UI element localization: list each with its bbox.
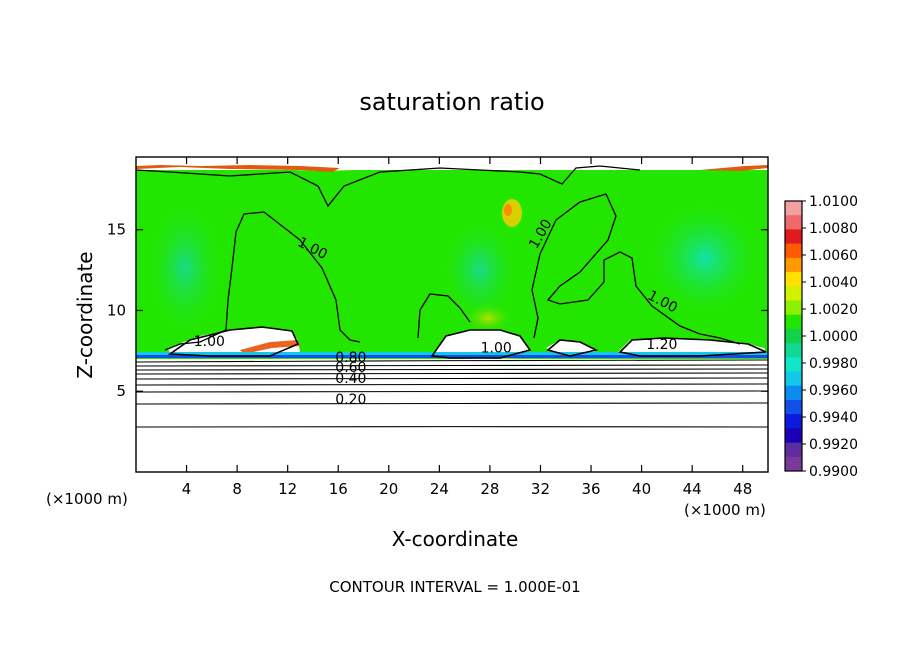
contour-0-70 [136, 368, 768, 371]
colorbar-swatch [785, 243, 802, 259]
colorbar-label: 0.9980 [809, 356, 858, 372]
x-tick-label: 36 [581, 480, 600, 498]
colorbar-label: 1.0080 [809, 221, 858, 237]
contour-label: 1.00 [481, 340, 512, 356]
colorbar-label: 0.9960 [809, 383, 858, 399]
field-top-orange-right [700, 165, 768, 171]
colorbar: 1.0100 1.0080 1.0060 1.0040 1.0020 1.0000 0.99… [784, 194, 858, 480]
field-cloud-lens-2 [432, 330, 530, 359]
contour-label: 1.20 [646, 337, 677, 353]
contour-0-20 [136, 402, 768, 405]
contour-cloud-lens-4 [618, 337, 767, 357]
x-unit-label-right: (×1000 m) [684, 501, 766, 519]
contour-0-60 [136, 372, 768, 375]
colorbar-swatch [785, 371, 802, 387]
colorbar-swatch [785, 357, 802, 373]
colorbar-label: 1.0000 [809, 329, 858, 345]
colorbar-swatch [785, 343, 802, 358]
field-top-orange [136, 165, 340, 172]
contour-0-90 [136, 359, 768, 363]
chart-title: saturation ratio [359, 88, 545, 116]
colorbar-swatch [785, 272, 802, 287]
contour-0-80 [136, 364, 768, 367]
x-tick-label: 4 [182, 480, 192, 498]
colorbar-swatch [785, 399, 802, 415]
contour-0-40 [136, 383, 768, 386]
colorbar-label: 1.0040 [809, 275, 858, 291]
field-blob-center [440, 215, 520, 325]
cloud-outline-contours [167, 326, 767, 359]
contour-label: 0.60 [335, 360, 366, 376]
field-orange-top [504, 204, 512, 216]
colorbar-swatch [785, 286, 802, 301]
x-tick-label: 16 [329, 480, 348, 498]
colorbar-swatch [785, 229, 802, 245]
contour-0-50 [136, 377, 768, 380]
colorbar-swatch [785, 201, 802, 216]
colorbar-label: 0.9900 [809, 464, 858, 480]
field-blob-left [145, 198, 225, 338]
contour-interval-note: CONTOUR INTERVAL = 1.000E-01 [329, 578, 581, 596]
colorbar-swatch [785, 300, 802, 316]
x-tick-label: 48 [733, 480, 752, 498]
field-yellow-core [462, 302, 514, 334]
plot-frame [135, 156, 769, 473]
contour-labels: 1.00 1.001.001.001.00 1.200.800.600.400.20 [194, 217, 680, 408]
colorbar-swatch [785, 428, 802, 444]
contour-0-30 [136, 390, 768, 393]
x-tick-label: 24 [430, 480, 449, 498]
contour-1-00-outer [136, 165, 641, 208]
y-tick-label: 15 [107, 221, 126, 239]
heatmap-field [136, 157, 768, 472]
x-tick-label: 28 [480, 480, 499, 498]
x-tick-label: 44 [683, 480, 702, 498]
contour-label: 1.00 [194, 334, 225, 350]
colorbar-swatch [785, 456, 802, 472]
colorbar-swatch [785, 328, 802, 344]
colorbar-swatch [785, 385, 802, 401]
field-blob-right [645, 198, 765, 318]
colorbar-swatch [785, 257, 802, 273]
contour-cloud-lens-1 [167, 326, 300, 357]
contour-label: 0.40 [335, 371, 366, 387]
colorbar-swatch [785, 314, 802, 330]
colorbar-swatch [785, 215, 802, 230]
contour-cloud-lens-2 [430, 329, 532, 359]
x-tick-label: 8 [232, 480, 242, 498]
contour-label: 0.20 [335, 392, 366, 408]
subsaturated-contours [136, 359, 768, 428]
colorbar-swatch [785, 414, 802, 429]
x-unit-label-left: (×1000 m) [46, 490, 128, 508]
contour-1-00-mid-lobe [531, 193, 741, 345]
contour-1-00-left-lobe [164, 211, 361, 351]
x-tick-label: 20 [379, 480, 398, 498]
x-tick-label: 40 [632, 480, 651, 498]
field-subsaturated [136, 359, 768, 472]
x-tick-label: 12 [278, 480, 297, 498]
x-axis-label: X-coordinate [391, 527, 519, 551]
field-cloud-edge-orange [240, 340, 300, 354]
colorbar-label: 1.0060 [809, 248, 858, 264]
colorbar-label: 1.0020 [809, 302, 858, 318]
colorbar-swatch [785, 442, 802, 458]
colorbar-label: 0.9920 [809, 437, 858, 453]
colorbar-label: 1.0100 [809, 194, 858, 210]
contour-1-00-right-lobe [417, 293, 471, 339]
x-tick-label: 32 [531, 480, 550, 498]
contour-cloud-lens-3 [546, 339, 599, 357]
y-tick-label: 5 [116, 382, 126, 400]
y-tick-label: 10 [107, 301, 126, 319]
contour-label: 0.80 [335, 350, 366, 366]
colorbar-label: 0.9940 [809, 410, 858, 426]
contour-lines [136, 165, 741, 351]
field-cloud-base-darkblue [136, 355, 768, 358]
